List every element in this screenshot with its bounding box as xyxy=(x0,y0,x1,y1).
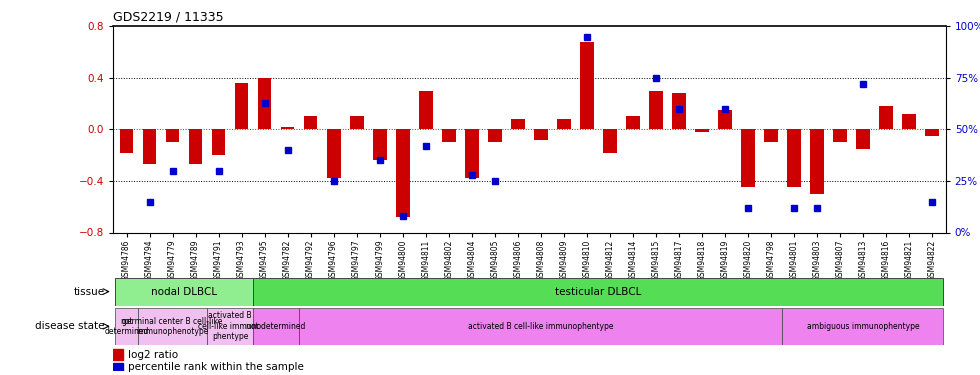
Bar xyxy=(166,129,179,142)
Text: nodal DLBCL: nodal DLBCL xyxy=(151,286,218,297)
Bar xyxy=(115,278,253,306)
Bar xyxy=(902,114,915,129)
Bar xyxy=(138,308,207,345)
Bar xyxy=(253,278,944,306)
Bar xyxy=(113,350,122,360)
Bar xyxy=(557,119,570,129)
Text: testicular DLBCL: testicular DLBCL xyxy=(555,286,642,297)
Bar xyxy=(372,129,386,160)
Text: ambiguous immunophentype: ambiguous immunophentype xyxy=(807,322,919,331)
Bar xyxy=(396,129,410,217)
Text: percentile rank within the sample: percentile rank within the sample xyxy=(127,362,304,372)
Bar xyxy=(258,78,271,129)
Bar xyxy=(856,129,870,149)
Bar xyxy=(718,110,732,129)
Bar xyxy=(442,129,456,142)
Text: germinal center B cell-like
immunophenotype: germinal center B cell-like immunophenot… xyxy=(122,316,222,336)
Bar xyxy=(626,117,640,129)
Bar xyxy=(787,129,801,188)
Bar xyxy=(695,129,709,132)
Bar xyxy=(741,129,755,188)
Bar xyxy=(511,119,524,129)
Bar xyxy=(879,106,893,129)
Text: activated B
cell-like immuno
phentype: activated B cell-like immuno phentype xyxy=(199,311,262,341)
Bar xyxy=(188,129,203,164)
Bar xyxy=(143,129,157,164)
Bar xyxy=(809,129,824,194)
Text: not determined: not determined xyxy=(246,322,306,331)
Bar xyxy=(603,129,616,153)
Bar xyxy=(465,129,478,178)
Bar xyxy=(534,129,548,140)
Text: not
determined: not determined xyxy=(104,316,149,336)
Bar xyxy=(113,363,122,371)
Bar xyxy=(764,129,778,142)
Bar xyxy=(326,129,340,178)
Bar xyxy=(207,308,253,345)
Bar xyxy=(212,129,225,155)
Bar xyxy=(488,129,502,142)
Bar xyxy=(672,93,686,129)
Text: tissue: tissue xyxy=(74,286,105,297)
Bar xyxy=(350,117,364,129)
Bar xyxy=(280,127,294,129)
Bar xyxy=(115,308,138,345)
Text: activated B cell-like immunophentype: activated B cell-like immunophentype xyxy=(468,322,613,331)
Bar xyxy=(120,129,133,153)
Bar xyxy=(304,117,318,129)
Bar xyxy=(925,129,939,136)
Bar xyxy=(253,308,299,345)
Bar xyxy=(649,91,662,129)
Bar xyxy=(234,83,249,129)
Text: GDS2219 / 11335: GDS2219 / 11335 xyxy=(113,11,223,24)
Text: disease state: disease state xyxy=(35,321,105,331)
Bar xyxy=(580,42,594,129)
Bar xyxy=(833,129,847,142)
Bar xyxy=(418,91,432,129)
Bar xyxy=(299,308,782,345)
Bar xyxy=(782,308,944,345)
Text: log2 ratio: log2 ratio xyxy=(127,350,177,360)
